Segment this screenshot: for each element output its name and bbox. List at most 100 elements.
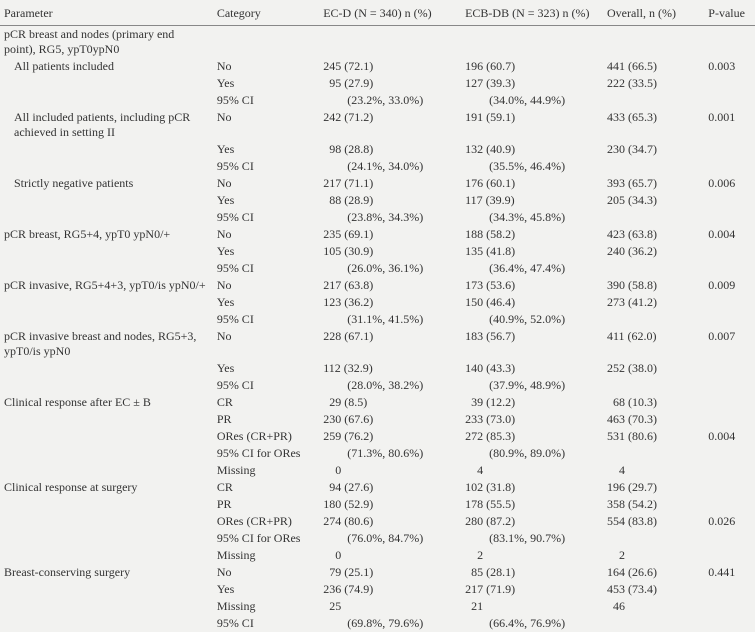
cell-overall: 2 xyxy=(603,547,704,564)
col-header-ecd: EC-D (N = 340) n (%) xyxy=(319,0,461,26)
cell-ecd: (31.1%, 41.5%) xyxy=(319,311,461,328)
table-row: 95% CI (23.8%, 34.3%) (34.3%, 45.8%) xyxy=(0,209,755,226)
cell-ecd: 112 (32.9) xyxy=(319,360,461,377)
cell-ecd: 94 (27.6) xyxy=(319,479,461,496)
cell-overall: 4 xyxy=(603,462,704,479)
cell-pvalue xyxy=(704,26,755,59)
cell-ecbdb: 2 xyxy=(461,547,603,564)
cell-ecbdb: 132 (40.9) xyxy=(461,141,603,158)
cell-ecbdb: 39 (12.2) xyxy=(461,394,603,411)
cell-overall: 252 (38.0) xyxy=(603,360,704,377)
cell-ecbdb: 173 (53.6) xyxy=(461,277,603,294)
cell-pvalue xyxy=(704,141,755,158)
cell-ecbdb: 117 (39.9) xyxy=(461,192,603,209)
cell-pvalue: 0.026 xyxy=(704,513,755,530)
col-header-category: Category xyxy=(213,0,319,26)
cell-ecd: 180 (52.9) xyxy=(319,496,461,513)
cell-parameter xyxy=(0,411,213,428)
table-row: 95% CI (26.0%, 36.1%) (36.4%, 47.4%) xyxy=(0,260,755,277)
cell-overall xyxy=(603,158,704,175)
cell-ecbdb: (34.0%, 44.9%) xyxy=(461,92,603,109)
cell-ecd: 25 xyxy=(319,598,461,615)
cell-parameter xyxy=(0,581,213,598)
cell-ecd: 230 (67.6) xyxy=(319,411,461,428)
cell-parameter xyxy=(0,615,213,632)
cell-ecbdb: (83.1%, 90.7%) xyxy=(461,530,603,547)
cell-pvalue: 0.007 xyxy=(704,328,755,360)
table-row: Yes123 (36.2)150 (46.4)273 (41.2) xyxy=(0,294,755,311)
table-row: PR180 (52.9)178 (55.5)358 (54.2) xyxy=(0,496,755,513)
table-row: pCR breast, RG5+4, ypT0 ypN0/+No235 (69.… xyxy=(0,226,755,243)
cell-category: 95% CI for ORes xyxy=(213,445,319,462)
cell-pvalue xyxy=(704,530,755,547)
col-header-overall: Overall, n (%) xyxy=(603,0,704,26)
cell-pvalue: 0.009 xyxy=(704,277,755,294)
cell-overall: 273 (41.2) xyxy=(603,294,704,311)
cell-category: No xyxy=(213,277,319,294)
cell-category: No xyxy=(213,564,319,581)
cell-category: No xyxy=(213,328,319,360)
cell-category: CR xyxy=(213,479,319,496)
table-row: 95% CI (69.8%, 79.6%) (66.4%, 76.9%) xyxy=(0,615,755,632)
cell-parameter xyxy=(0,598,213,615)
cell-pvalue: 0.001 xyxy=(704,109,755,141)
cell-ecd: 236 (74.9) xyxy=(319,581,461,598)
cell-overall: 453 (73.4) xyxy=(603,581,704,598)
table-row: All patients includedNo245 (72.1)196 (60… xyxy=(0,58,755,75)
cell-overall: 463 (70.3) xyxy=(603,411,704,428)
cell-ecd: 0 xyxy=(319,462,461,479)
cell-category: Missing xyxy=(213,462,319,479)
cell-parameter xyxy=(0,209,213,226)
cell-category: 95% CI xyxy=(213,311,319,328)
cell-ecd: (71.3%, 80.6%) xyxy=(319,445,461,462)
cell-parameter: Breast-conserving surgery xyxy=(0,564,213,581)
cell-parameter xyxy=(0,530,213,547)
table-row: 95% CI (28.0%, 38.2%) (37.9%, 48.9%) xyxy=(0,377,755,394)
table-row: Yes105 (30.9)135 (41.8)240 (36.2) xyxy=(0,243,755,260)
cell-overall: 441 (66.5) xyxy=(603,58,704,75)
cell-overall: 554 (83.8) xyxy=(603,513,704,530)
cell-pvalue xyxy=(704,462,755,479)
cell-ecd: 0 xyxy=(319,547,461,564)
header-row: Parameter Category EC-D (N = 340) n (%) … xyxy=(0,0,755,26)
cell-ecbdb: (36.4%, 47.4%) xyxy=(461,260,603,277)
cell-overall: 531 (80.6) xyxy=(603,428,704,445)
cell-ecbdb: (37.9%, 48.9%) xyxy=(461,377,603,394)
cell-overall: 222 (33.5) xyxy=(603,75,704,92)
cell-parameter xyxy=(0,192,213,209)
table-row: Missing 0 2 2 xyxy=(0,547,755,564)
cell-pvalue xyxy=(704,243,755,260)
table-row: pCR breast and nodes (primary end point)… xyxy=(0,26,755,59)
cell-ecd: 95 (27.9) xyxy=(319,75,461,92)
cell-pvalue xyxy=(704,377,755,394)
cell-pvalue xyxy=(704,598,755,615)
cell-pvalue xyxy=(704,411,755,428)
cell-parameter xyxy=(0,294,213,311)
table-row: Yes 98 (28.8)132 (40.9)230 (34.7) xyxy=(0,141,755,158)
cell-category xyxy=(213,26,319,59)
cell-parameter: Clinical response at surgery xyxy=(0,479,213,496)
table-row: 95% CI (31.1%, 41.5%) (40.9%, 52.0%) xyxy=(0,311,755,328)
cell-category: ORes (CR+PR) xyxy=(213,428,319,445)
cell-overall: 205 (34.3) xyxy=(603,192,704,209)
cell-category: Yes xyxy=(213,581,319,598)
cell-overall xyxy=(603,209,704,226)
cell-parameter: All included patients, including pCR ach… xyxy=(0,109,213,141)
cell-ecbdb: (35.5%, 46.4%) xyxy=(461,158,603,175)
cell-category: Yes xyxy=(213,243,319,260)
cell-category: No xyxy=(213,226,319,243)
cell-parameter xyxy=(0,360,213,377)
cell-pvalue xyxy=(704,311,755,328)
cell-overall xyxy=(603,445,704,462)
cell-ecbdb: 176 (60.1) xyxy=(461,175,603,192)
table-row: Missing 0 4 4 xyxy=(0,462,755,479)
cell-ecbdb: (40.9%, 52.0%) xyxy=(461,311,603,328)
cell-pvalue xyxy=(704,496,755,513)
cell-pvalue: 0.006 xyxy=(704,175,755,192)
cell-category: No xyxy=(213,109,319,141)
cell-pvalue xyxy=(704,209,755,226)
cell-ecd: 217 (71.1) xyxy=(319,175,461,192)
col-header-pvalue: P-value xyxy=(704,0,755,26)
cell-pvalue xyxy=(704,92,755,109)
cell-category: 95% CI xyxy=(213,260,319,277)
